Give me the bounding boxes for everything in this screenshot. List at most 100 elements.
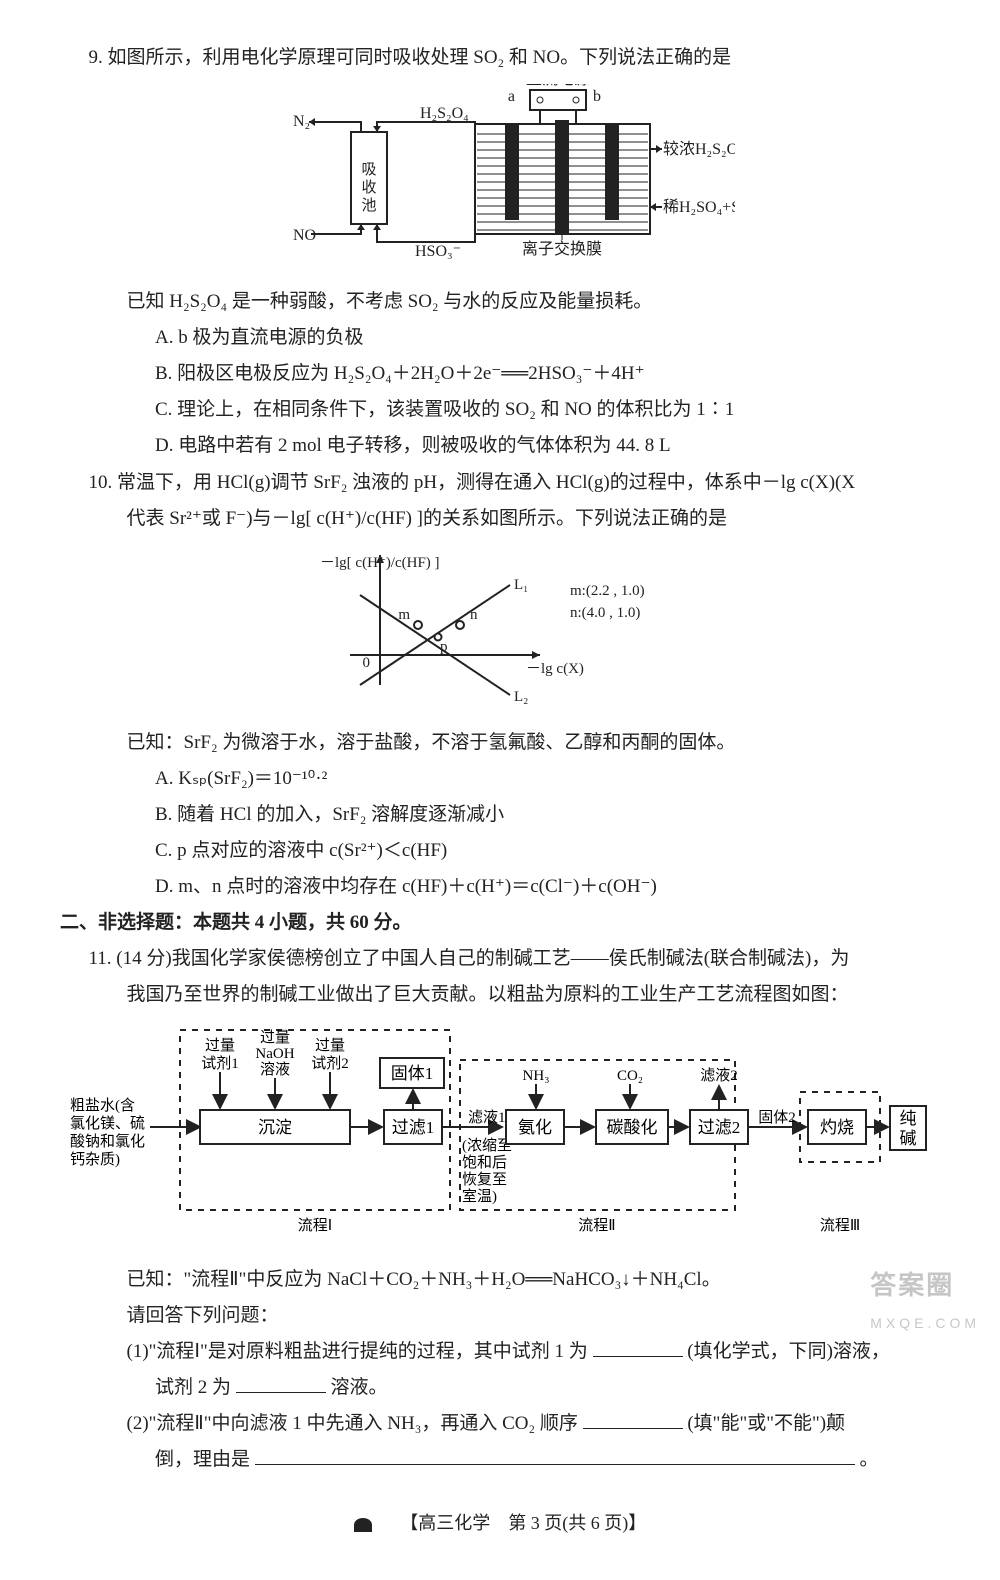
svg-text:饱和后: 饱和后: [462, 1154, 507, 1171]
blank-reason[interactable]: [255, 1443, 855, 1465]
svg-text:离子交换膜: 离子交换膜: [522, 240, 602, 258]
svg-text:过滤2: 过滤2: [698, 1118, 741, 1137]
svg-text:溶液: 溶液: [260, 1061, 290, 1078]
q11-flowchart: 流程Ⅰ 流程Ⅱ 流程Ⅲ 粗盐水(含 氯化镁、硫 酸钠和氯化 钙杂质) 过量 试剂…: [60, 1022, 940, 1252]
svg-text:－lg[ c(H⁺)/c(HF) ]: －lg[ c(H⁺)/c(HF) ]: [320, 555, 440, 571]
q11-number: 11.: [89, 948, 112, 969]
q9-stem: 9. 如图所示，利用电化学原理可同时吸收处理 SO₂ 和 NO。下列说法正确的是: [60, 40, 940, 76]
watermark: 答案圈 MXQE.COM: [870, 1261, 980, 1337]
q11-p1-line1: (1)"流程Ⅰ"是对原料粗盐进行提纯的过程，其中试剂 1 为 (填化学式，下同)…: [60, 1334, 940, 1370]
svg-text:沉淀: 沉淀: [258, 1118, 292, 1137]
svg-text:固体1: 固体1: [391, 1064, 434, 1083]
blank-reagent-1[interactable]: [593, 1335, 683, 1357]
q11-p1-line2: 试剂 2 为 溶液。: [60, 1370, 940, 1406]
svg-text:粗盐水(含: 粗盐水(含: [70, 1097, 135, 1114]
watermark-url: MXQE.COM: [870, 1310, 980, 1337]
svg-text:直流电源: 直流电源: [526, 84, 590, 88]
svg-text:b: b: [593, 88, 601, 105]
svg-text:CO₂: CO₂: [617, 1068, 643, 1084]
svg-text:碳酸化: 碳酸化: [607, 1118, 658, 1137]
q9-text: 如图所示，利用电化学原理可同时吸收处理 SO₂ 和 NO。下列说法正确的是: [108, 47, 732, 68]
svg-text:(浓缩至: (浓缩至: [462, 1137, 512, 1154]
svg-text:固体2: 固体2: [758, 1109, 796, 1126]
q11-p1-a: (1)"流程Ⅰ"是对原料粗盐进行提纯的过程，其中试剂 1 为: [127, 1341, 588, 1362]
svg-text:HSO₃⁻: HSO₃⁻: [415, 243, 461, 260]
svg-text:纯: 纯: [900, 1109, 917, 1128]
section-2-header: 二、非选择题：本题共 4 小题，共 60 分。: [60, 905, 940, 941]
q10-number: 10.: [89, 472, 113, 493]
svg-text:酸钠和氯化: 酸钠和氯化: [70, 1133, 145, 1150]
svg-text:过量: 过量: [260, 1029, 290, 1046]
svg-text:－lg c(X): －lg c(X): [526, 661, 584, 677]
graduation-cap-icon: [354, 1518, 372, 1532]
blank-order[interactable]: [583, 1407, 683, 1429]
svg-text:稀H₂SO₄+SO₂: 稀H₂SO₄+SO₂: [663, 198, 735, 216]
svg-text:NH₃: NH₃: [523, 1068, 550, 1084]
q9-opt-a: A. b 极为直流电源的负极: [60, 320, 940, 356]
q9-diagram: a b 直流电源 离子交换膜 较浓H₂S₂O₄ 稀H₂SO₄+SO₂ 吸: [60, 84, 940, 274]
svg-text:灼烧: 灼烧: [820, 1118, 854, 1137]
svg-text:n: n: [470, 607, 478, 623]
svg-text:N₂: N₂: [293, 113, 310, 130]
q11-stem-l2: 我国乃至世界的制碱工业做出了巨大贡献。以粗盐为原料的工业生产工艺流程图如图：: [60, 977, 940, 1013]
svg-text:恢复至: 恢复至: [462, 1170, 507, 1188]
q10-opt-a: A. Kₛₚ(SrF₂)＝10⁻¹⁰·²: [60, 761, 940, 797]
q9-opt-c: C. 理论上，在相同条件下，该装置吸收的 SO₂ 和 NO 的体积比为 1∶1: [60, 392, 940, 428]
q11-stem-l1: 11. (14 分)我国化学家侯德榜创立了中国人自己的制碱工艺——侯氏制碱法(联…: [60, 941, 940, 977]
footer-text: 【高三化学 第 3 页(共 6 页)】: [400, 1513, 646, 1533]
q10-stem-l1: 10. 常温下，用 HCl(g)调节 SrF₂ 浊液的 pH，测得在通入 HCl…: [60, 465, 940, 501]
svg-text:流程Ⅱ: 流程Ⅱ: [578, 1217, 615, 1234]
svg-text:碱: 碱: [900, 1129, 917, 1148]
svg-text:NaOH: NaOH: [255, 1046, 294, 1062]
q10-chart: 0 －lg c(X) －lg[ c(H⁺)/c(HF) ] L₁ L₂ m n …: [60, 545, 940, 715]
svg-text:收: 收: [361, 179, 376, 196]
q11-p2-c: 倒，理由是: [155, 1449, 250, 1470]
svg-text:池: 池: [361, 197, 376, 214]
svg-text:NO: NO: [293, 227, 316, 244]
q10-opt-d: D. m、n 点时的溶液中均存在 c(HF)＋c(H⁺)＝c(Cl⁻)＋c(OH…: [60, 869, 940, 905]
q11-p2-line1: (2)"流程Ⅱ"中向滤液 1 中先通入 NH₃，再通入 CO₂ 顺序 (填"能"…: [60, 1406, 940, 1442]
svg-text:过量: 过量: [315, 1037, 345, 1054]
q9-opt-d: D. 电路中若有 2 mol 电子转移，则被吸收的气体体积为 44. 8 L: [60, 428, 940, 464]
q11-p1-d: 溶液。: [331, 1377, 388, 1398]
svg-text:吸: 吸: [361, 162, 376, 178]
q11-ask: 请回答下列问题：: [60, 1298, 940, 1334]
q10-opt-c: C. p 点对应的溶液中 c(Sr²⁺)＜c(HF): [60, 833, 940, 869]
svg-text:L₂: L₂: [514, 689, 528, 705]
svg-text:流程Ⅰ: 流程Ⅰ: [298, 1217, 332, 1234]
q9-number: 9.: [89, 47, 103, 68]
svg-text:氯化镁、硫: 氯化镁、硫: [70, 1115, 145, 1132]
q10-opt-b: B. 随着 HCl 的加入，SrF₂ 溶解度逐渐减小: [60, 797, 940, 833]
q11-p2-a: (2)"流程Ⅱ"中向滤液 1 中先通入 NH₃，再通入 CO₂ 顺序: [127, 1413, 578, 1434]
svg-text:H₂S₂O₄: H₂S₂O₄: [420, 105, 469, 122]
svg-text:钙杂质): 钙杂质): [70, 1151, 120, 1168]
blank-reagent-2[interactable]: [236, 1371, 326, 1393]
svg-text:滤液2: 滤液2: [700, 1067, 738, 1084]
q11-text-1: (14 分)我国化学家侯德榜创立了中国人自己的制碱工艺——侯氏制碱法(联合制碱法…: [116, 948, 849, 969]
svg-text:氨化: 氨化: [518, 1118, 552, 1137]
svg-text:过滤1: 过滤1: [392, 1118, 435, 1137]
svg-text:n:(4.0 , 1.0): n:(4.0 , 1.0): [570, 605, 640, 621]
q9-known: 已知 H₂S₂O₄ 是一种弱酸，不考虑 SO₂ 与水的反应及能量损耗。: [60, 284, 940, 320]
q11-known: 已知："流程Ⅱ"中反应为 NaCl＋CO₂＋NH₃＋H₂O══NaHCO₃↓＋N…: [60, 1262, 940, 1298]
q11-p1-b: (填化学式，下同)溶液，: [687, 1341, 890, 1362]
svg-text:0: 0: [363, 655, 371, 671]
svg-text:L₁: L₁: [514, 577, 528, 593]
svg-text:滤液1: 滤液1: [468, 1109, 506, 1126]
page-footer: 【高三化学 第 3 页(共 6 页)】: [60, 1506, 940, 1540]
q10-stem-l2: 代表 Sr²⁺或 F⁻)与－lg[ c(H⁺)/c(HF) ]的关系如图所示。下…: [60, 501, 940, 537]
svg-text:过量: 过量: [205, 1037, 235, 1054]
q11-p2-line2: 倒，理由是 。: [60, 1442, 940, 1478]
svg-text:试剂1: 试剂1: [201, 1055, 239, 1072]
svg-text:室温): 室温): [462, 1188, 497, 1205]
q10-known: 已知：SrF₂ 为微溶于水，溶于盐酸，不溶于氢氟酸、乙醇和丙酮的固体。: [60, 725, 940, 761]
q11-p2-b: (填"能"或"不能")颠: [687, 1413, 845, 1434]
svg-text:m: m: [398, 607, 410, 623]
svg-text:流程Ⅲ: 流程Ⅲ: [820, 1217, 860, 1234]
svg-text:较浓H₂S₂O₄: 较浓H₂S₂O₄: [663, 140, 735, 158]
svg-text:试剂2: 试剂2: [311, 1055, 349, 1072]
svg-text:a: a: [508, 88, 515, 105]
q9-opt-b: B. 阳极区电极反应为 H₂S₂O₄＋2H₂O＋2e⁻══2HSO₃⁻＋4H⁺: [60, 356, 940, 392]
q10-text-1: 常温下，用 HCl(g)调节 SrF₂ 浊液的 pH，测得在通入 HCl(g)的…: [117, 472, 855, 493]
q11-p2-d: 。: [860, 1449, 879, 1470]
